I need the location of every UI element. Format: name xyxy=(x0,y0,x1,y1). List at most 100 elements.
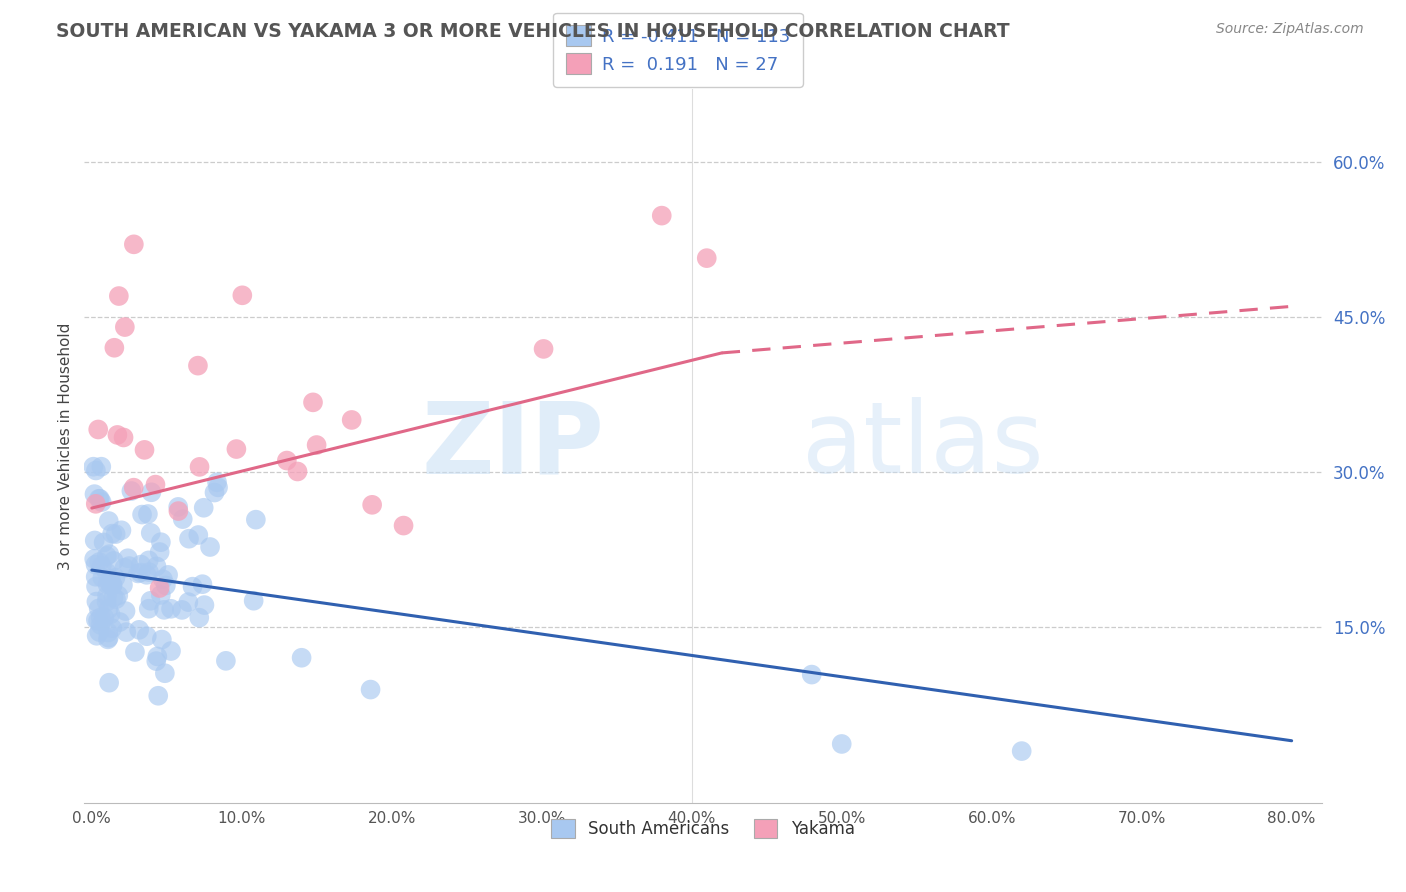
Point xyxy=(152,572,174,586)
Point xyxy=(101,621,124,635)
Point xyxy=(167,500,190,514)
Text: ZIP: ZIP xyxy=(422,398,605,494)
Point xyxy=(302,395,325,409)
Point xyxy=(242,593,264,607)
Point xyxy=(361,498,384,512)
Point xyxy=(149,545,172,559)
Point xyxy=(90,558,112,573)
Point xyxy=(114,320,136,334)
Point xyxy=(153,603,176,617)
Point xyxy=(187,528,209,542)
Point xyxy=(96,595,118,609)
Point xyxy=(98,675,121,690)
Point xyxy=(122,237,145,252)
Point xyxy=(84,579,107,593)
Point xyxy=(215,654,238,668)
Point xyxy=(111,578,134,592)
Point xyxy=(100,607,122,622)
Point xyxy=(82,459,104,474)
Point xyxy=(128,623,150,637)
Point xyxy=(83,552,105,566)
Point xyxy=(103,554,125,568)
Point xyxy=(103,341,125,355)
Point xyxy=(101,578,124,592)
Point xyxy=(360,682,382,697)
Point xyxy=(97,632,120,647)
Point xyxy=(90,495,112,509)
Point xyxy=(86,629,108,643)
Point xyxy=(108,615,131,629)
Point xyxy=(136,507,159,521)
Point xyxy=(83,487,105,501)
Point xyxy=(153,666,176,681)
Point xyxy=(138,601,160,615)
Point xyxy=(231,288,253,302)
Point xyxy=(139,594,162,608)
Text: SOUTH AMERICAN VS YAKAMA 3 OR MORE VEHICLES IN HOUSEHOLD CORRELATION CHART: SOUTH AMERICAN VS YAKAMA 3 OR MORE VEHIC… xyxy=(56,22,1010,41)
Point xyxy=(120,483,142,498)
Point xyxy=(112,430,135,444)
Y-axis label: 3 or more Vehicles in Household: 3 or more Vehicles in Household xyxy=(58,322,73,570)
Point xyxy=(104,571,127,585)
Point xyxy=(150,632,173,647)
Point xyxy=(108,289,131,303)
Point xyxy=(392,518,415,533)
Point xyxy=(831,737,853,751)
Point xyxy=(115,625,138,640)
Legend: South Americans, Yakama: South Americans, Yakama xyxy=(544,812,862,845)
Point xyxy=(149,588,172,602)
Point xyxy=(105,592,128,607)
Point xyxy=(103,591,125,605)
Point xyxy=(101,578,124,592)
Point xyxy=(148,689,170,703)
Point xyxy=(188,459,211,474)
Text: atlas: atlas xyxy=(801,398,1043,494)
Point xyxy=(96,589,118,603)
Point xyxy=(533,342,555,356)
Point xyxy=(118,559,141,574)
Point xyxy=(291,650,314,665)
Point xyxy=(157,568,180,582)
Point xyxy=(87,614,110,628)
Point xyxy=(160,644,183,658)
Point xyxy=(97,631,120,645)
Point xyxy=(155,578,177,592)
Point xyxy=(129,566,152,580)
Point xyxy=(131,508,153,522)
Point xyxy=(651,209,673,223)
Point xyxy=(276,453,298,467)
Point xyxy=(90,610,112,624)
Point xyxy=(84,497,107,511)
Point xyxy=(145,477,167,491)
Point xyxy=(89,555,111,569)
Point xyxy=(122,481,145,495)
Point xyxy=(110,523,132,537)
Point xyxy=(97,602,120,616)
Point xyxy=(800,667,823,681)
Text: Source: ZipAtlas.com: Source: ZipAtlas.com xyxy=(1216,22,1364,37)
Point xyxy=(87,491,110,506)
Point xyxy=(86,594,108,608)
Point xyxy=(141,485,163,500)
Point xyxy=(101,578,124,592)
Point xyxy=(181,580,204,594)
Point xyxy=(83,533,105,548)
Point xyxy=(1011,744,1033,758)
Point xyxy=(84,570,107,584)
Point xyxy=(134,442,156,457)
Point xyxy=(127,566,149,581)
Point xyxy=(305,438,328,452)
Point xyxy=(139,525,162,540)
Point xyxy=(245,513,267,527)
Point xyxy=(167,504,190,518)
Point xyxy=(172,512,194,526)
Point xyxy=(91,571,114,585)
Point xyxy=(160,602,183,616)
Point xyxy=(149,535,172,549)
Point xyxy=(170,603,193,617)
Point xyxy=(135,629,157,643)
Point xyxy=(287,465,309,479)
Point xyxy=(87,422,110,436)
Point xyxy=(145,559,167,574)
Point xyxy=(87,601,110,615)
